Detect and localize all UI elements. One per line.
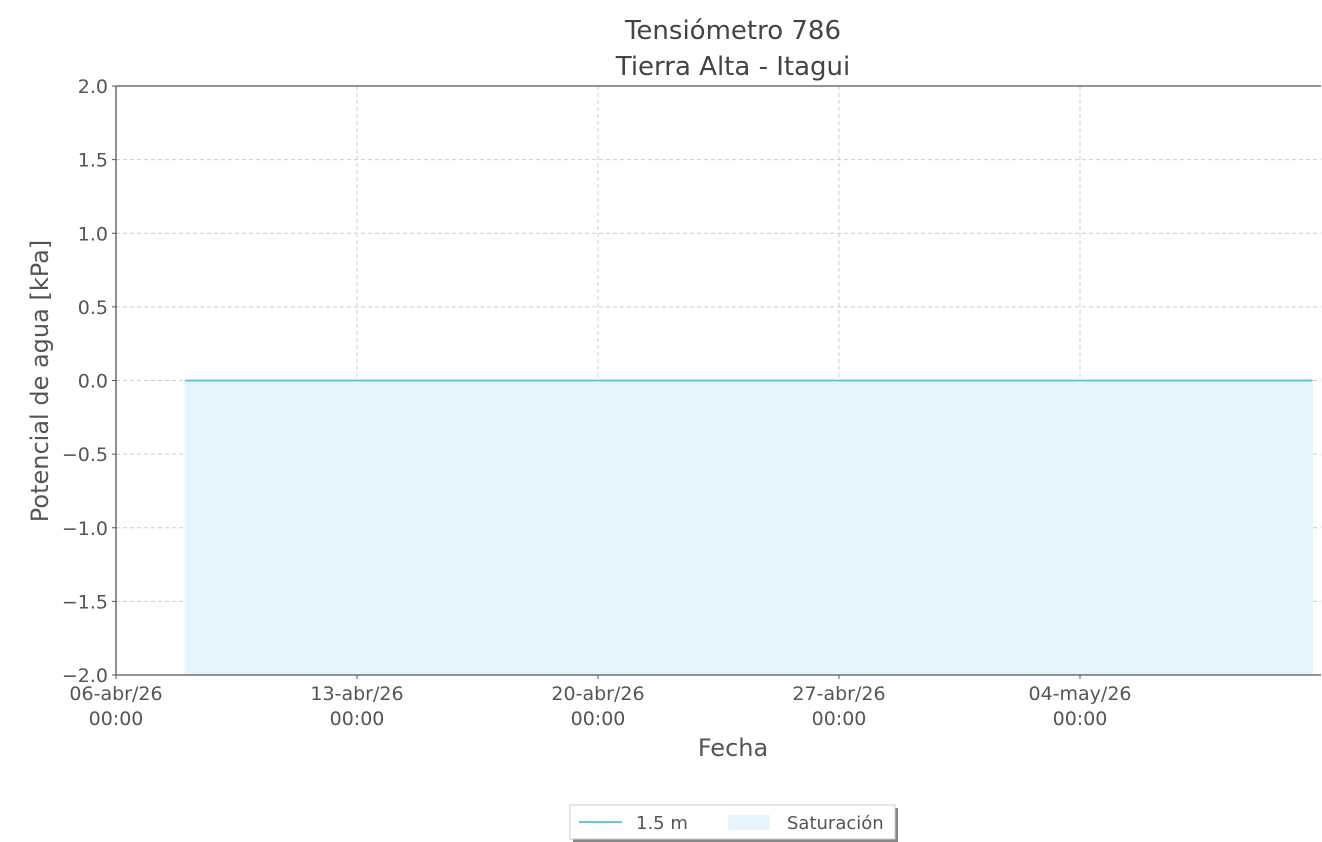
x-axis-label: Fecha <box>698 734 768 762</box>
y-axis-label: Potencial de agua [kPa] <box>26 240 54 522</box>
x-tick-label-date: 06-abr/26 <box>69 683 162 705</box>
chart-subtitle: Tierra Alta - Itagui <box>615 52 850 82</box>
saturation-fill-area <box>184 380 1313 676</box>
x-tick-label-time: 00:00 <box>330 708 385 730</box>
y-tick-label: 0.0 <box>78 371 108 393</box>
x-tick-label-time: 00:00 <box>89 708 144 730</box>
x-tick-label-time: 00:00 <box>571 708 626 730</box>
legend-label-saturacion: Saturación <box>787 813 884 834</box>
legend-label-1-5m: 1.5 m <box>636 813 688 834</box>
y-tick-label: −2.0 <box>62 665 108 687</box>
x-tick-label-time: 00:00 <box>812 708 867 730</box>
plot-area: 2.0 1.5 1.0 0.5 0.0 −0.5 −1.0 −1.5 −2.006-abr/26… <box>62 76 1321 730</box>
y-tick-label: 2.0 <box>78 76 108 98</box>
x-tick-label-date: 27-abr/26 <box>792 683 885 705</box>
chart-title: Tensiómetro 786 <box>624 16 841 46</box>
y-tick-label: 1.0 <box>78 223 108 245</box>
y-tick-label: 1.5 <box>78 150 108 172</box>
x-tick-label-date: 20-abr/26 <box>551 683 644 705</box>
x-tick-label-date: 13-abr/26 <box>310 683 403 705</box>
y-tick-label: −0.5 <box>62 444 108 466</box>
y-tick-label: −1.5 <box>62 591 108 613</box>
y-tick-label: 0.5 <box>78 297 108 319</box>
legend-fill-swatch <box>728 815 770 830</box>
x-tick-label-date: 04-may/26 <box>1028 683 1131 705</box>
y-tick-label: −1.0 <box>62 518 108 540</box>
legend: 1.5 m Saturación <box>569 804 898 842</box>
x-tick-label-time: 00:00 <box>1053 708 1108 730</box>
